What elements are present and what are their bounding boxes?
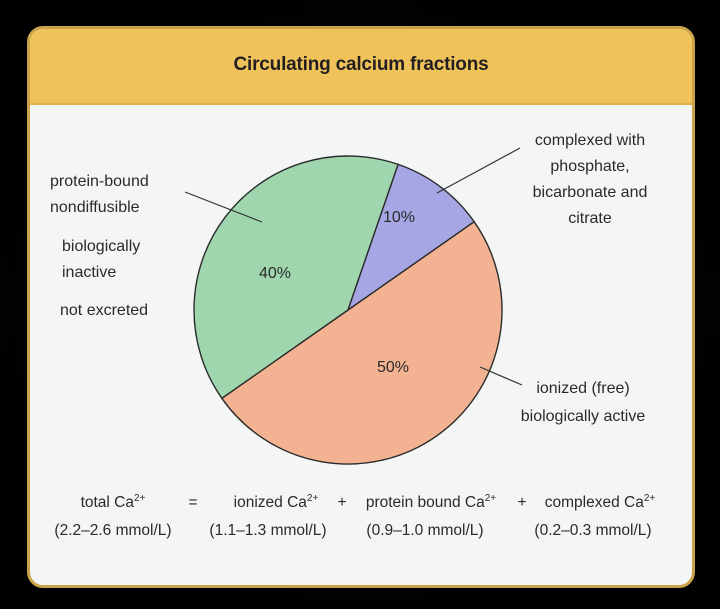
eq-ionized-range: (1.1–1.3 mmol/L): [209, 522, 326, 539]
leader-line-ionized: [479, 366, 523, 386]
eq-ionized: ionized Ca2+: [234, 493, 319, 511]
eq-complexed: complexed Ca2+: [545, 493, 656, 511]
complexed-label-4: citrate: [568, 210, 612, 227]
eq-plus-1: +: [337, 494, 346, 511]
complexed-label-1: complexed with: [535, 132, 645, 149]
eq-total: total Ca2+: [81, 493, 146, 511]
complexed-label-2: phosphate,: [550, 158, 629, 175]
eq-complexed-range: (0.2–0.3 mmol/L): [534, 522, 651, 539]
left-label-5: not excreted: [60, 302, 148, 319]
eq-plus-2: +: [517, 494, 526, 511]
ionized-label-2: biologically active: [521, 408, 646, 425]
pct-label-ionized: 50%: [377, 359, 409, 376]
eq-equals: =: [188, 494, 197, 511]
eq-protein-range: (0.9–1.0 mmol/L): [366, 522, 483, 539]
left-label-3: biologically: [62, 238, 140, 255]
left-label-2: nondiffusible: [50, 199, 140, 216]
leader-line-complexed: [436, 147, 521, 194]
pie-slice-protein-bound: [193, 155, 400, 400]
pie-slice-ionized: [220, 220, 503, 465]
pct-label-protein-bound: 40%: [259, 265, 291, 282]
pct-label-complexed: 10%: [383, 209, 415, 226]
left-label-4: inactive: [62, 264, 116, 281]
pie-slice-complexed: [346, 163, 476, 312]
eq-protein: protein bound Ca2+: [366, 493, 496, 511]
complexed-label-3: bicarbonate and: [533, 184, 648, 201]
leader-line-protein: [184, 191, 263, 223]
left-label-1: protein-bound: [50, 173, 149, 190]
ionized-label-1: ionized (free): [536, 380, 629, 397]
eq-total-range: (2.2–2.6 mmol/L): [54, 522, 171, 539]
chart-title: Circulating calcium fractions: [233, 54, 489, 75]
title-banner: [30, 29, 692, 105]
